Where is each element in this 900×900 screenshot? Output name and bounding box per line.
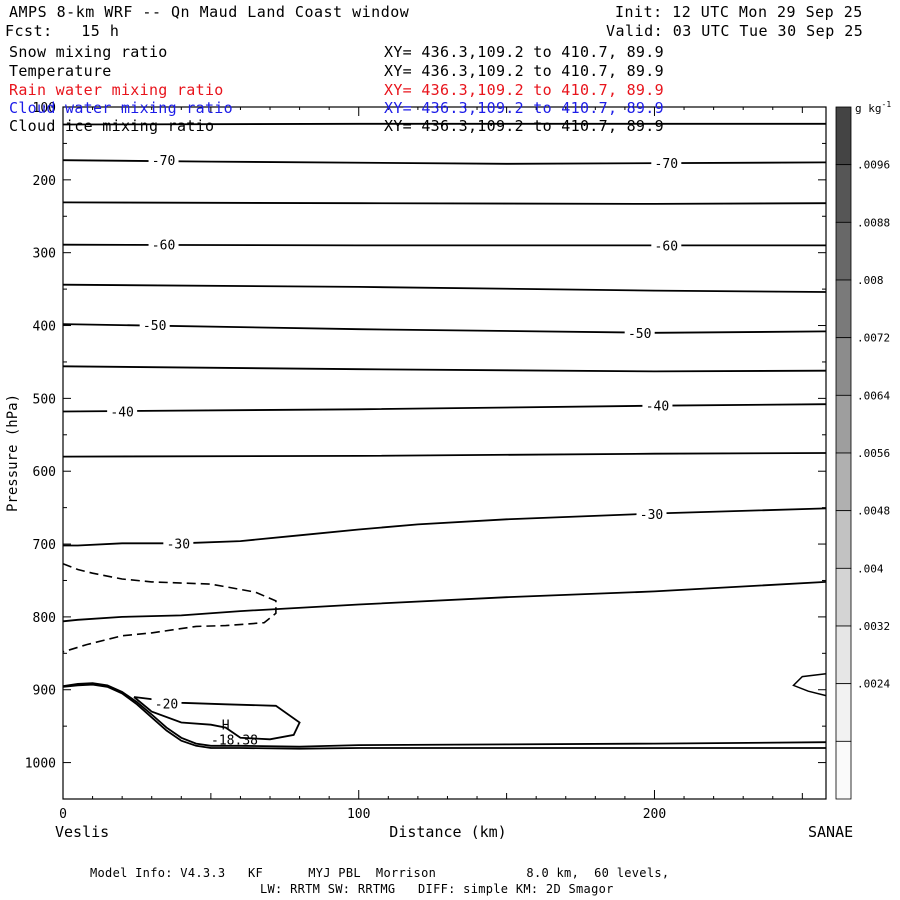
contour-label-bg [148, 237, 179, 252]
contour-label-bg [636, 507, 667, 522]
colorbar-label: .0024 [857, 678, 890, 691]
colorbar-label: .008 [857, 274, 884, 287]
extremum-annotation: H [222, 719, 230, 734]
temperature-contour [62, 682, 827, 748]
y-tick-label: 900 [33, 684, 56, 699]
temperature-contour [62, 365, 827, 373]
x-axis-label: Distance (km) [389, 823, 506, 841]
temperature-contour [62, 452, 827, 458]
chart-title: AMPS 8-km WRF -- Qn Maud Land Coast wind… [9, 3, 410, 21]
snow-mixing-contour [62, 562, 277, 653]
contour-label-bg [107, 404, 138, 419]
contour-label: -30 [167, 537, 190, 552]
init-time: Init: 12 UTC Mon 29 Sep 25 [615, 3, 863, 21]
colorbar-swatch [835, 279, 852, 339]
colorbar-swatch [835, 164, 852, 223]
field-name-temperature: Temperature [9, 62, 112, 80]
temperature-contour [62, 403, 827, 413]
x-tick-label: 200 [643, 807, 666, 822]
temperature-contour [133, 696, 301, 741]
contour-label: -40 [110, 405, 133, 420]
colorbar-unit-exp: -1 [882, 100, 892, 109]
temperature-contour [62, 201, 827, 205]
contour-label: -50 [143, 319, 166, 334]
y-tick-label: 1000 [25, 757, 56, 772]
y-tick-label: 500 [33, 392, 56, 407]
temperature-contour [62, 683, 826, 750]
contour-label-bg [148, 153, 179, 168]
colorbar-unit-base: g kg [855, 102, 882, 115]
colorbar-swatch [835, 221, 852, 281]
colorbar-swatch [835, 567, 852, 627]
contour-label: -70 [655, 157, 678, 172]
contour-label: -60 [152, 239, 175, 254]
colorbar-label: .0032 [857, 620, 890, 633]
colorbar-swatch [835, 625, 852, 685]
colorbar-label: .004 [857, 562, 884, 575]
colorbar-unit: g kg-1 [855, 100, 891, 115]
field-name-rain: Rain water mixing ratio [9, 81, 224, 99]
model-info-line2: LW: RRTM SW: RRTMG DIFF: simple KM: 2D S… [260, 882, 614, 896]
temperature-contour [62, 581, 827, 623]
y-tick-label: 100 [33, 101, 56, 116]
colorbar-swatch [835, 740, 852, 800]
right-endpoint-label: SANAE [808, 823, 853, 841]
y-tick-label: 300 [33, 247, 56, 262]
extremum-annotation: -18.38 [211, 733, 258, 748]
colorbar-swatch [835, 337, 852, 396]
colorbar-label: .0072 [857, 332, 890, 345]
x-tick-label: 100 [347, 807, 370, 822]
contour-label-bg [651, 238, 682, 253]
contour-label-bg [139, 317, 170, 332]
colorbar-swatch [835, 452, 852, 512]
field-xy-rain: XY= 436.3,109.2 to 410.7, 89.9 [384, 81, 664, 99]
field-name-cloud-water: Cloud water mixing ratio [9, 99, 233, 117]
colorbar-label: .0064 [857, 389, 890, 402]
contour-label-bg [642, 398, 673, 413]
contour-label: -20 [155, 698, 178, 713]
field-xy-snow: XY= 436.3,109.2 to 410.7, 89.9 [384, 43, 664, 61]
y-axis-label: Pressure (hPa) [5, 394, 21, 512]
contour-label: -70 [152, 154, 175, 169]
field-name-cloud-ice: Cloud ice mixing ratio [9, 117, 215, 135]
colorbar-label: .0088 [857, 216, 890, 229]
colorbar-swatch [835, 106, 852, 166]
field-xy-temperature: XY= 436.3,109.2 to 410.7, 89.9 [384, 62, 664, 80]
colorbar-swatch [835, 510, 852, 569]
field-name-snow: Snow mixing ratio [9, 43, 168, 61]
contour-label-bg [651, 156, 682, 171]
colorbar-label: .0096 [857, 159, 890, 172]
temperature-contour [62, 323, 827, 334]
model-info-line1: Model Info: V4.3.3 KF MYJ PBL Morrison 8… [90, 866, 670, 880]
contour-label-bg [151, 696, 182, 711]
colorbar-label: .0048 [857, 505, 890, 518]
valid-time: Valid: 03 UTC Tue 30 Sep 25 [606, 22, 864, 40]
field-xy-cloud-water: XY= 436.3,109.2 to 410.7, 89.9 [384, 99, 664, 117]
contour-label-bg [163, 536, 194, 551]
y-tick-label: 200 [33, 174, 56, 189]
contour-label-bg [624, 325, 655, 340]
temperature-contour [63, 507, 827, 547]
temperature-contour [62, 283, 827, 293]
x-tick-label: 0 [59, 807, 67, 822]
colorbar-swatch [835, 394, 852, 454]
forecast-hour: Fcst: 15 h [5, 22, 120, 40]
contour-label: -30 [640, 508, 663, 523]
field-xy-cloud-ice: XY= 436.3,109.2 to 410.7, 89.9 [384, 117, 664, 135]
left-endpoint-label: Veslis [55, 823, 109, 841]
colorbar-swatch [835, 683, 852, 742]
temperature-contour [62, 243, 826, 247]
y-tick-label: 600 [33, 465, 56, 480]
contour-label: -40 [646, 400, 669, 415]
contour-label: -50 [628, 327, 651, 342]
temperature-contour [62, 122, 826, 126]
y-tick-label: 700 [33, 538, 56, 553]
y-tick-label: 800 [33, 611, 56, 626]
contour-label: -60 [655, 239, 678, 254]
colorbar-label: .0056 [857, 447, 890, 460]
right-edge-contour [792, 672, 827, 697]
y-tick-label: 400 [33, 320, 56, 335]
